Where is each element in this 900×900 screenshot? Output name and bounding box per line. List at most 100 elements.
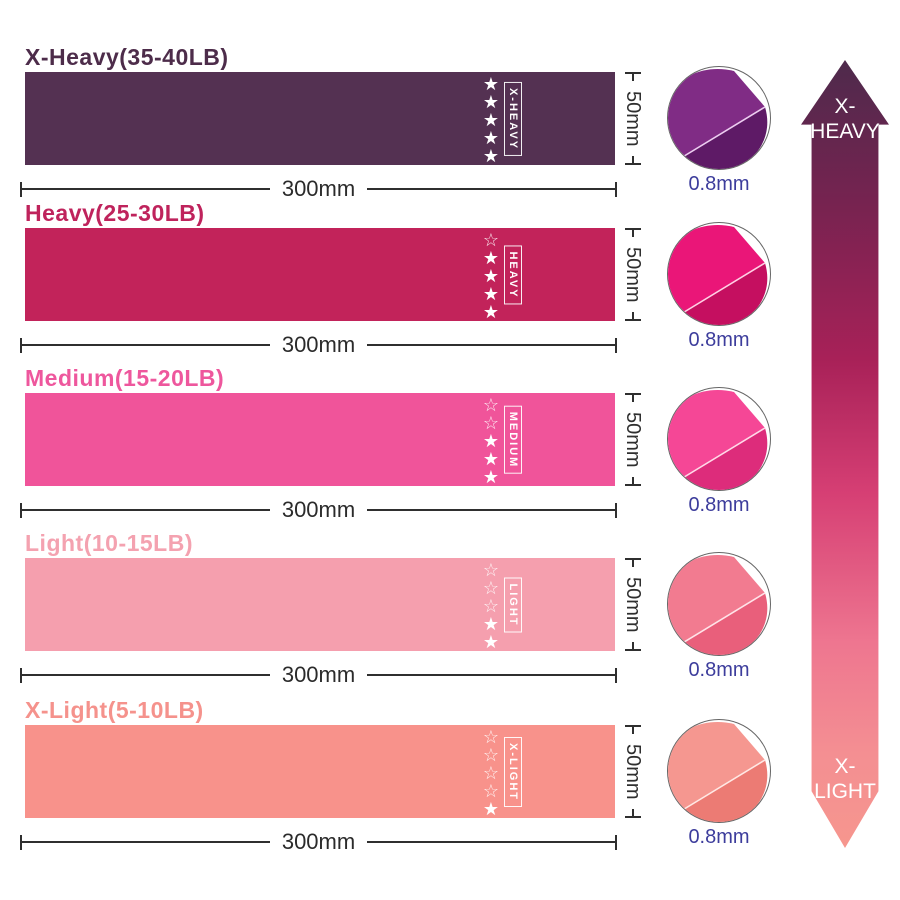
- fold-edge-line: [675, 427, 766, 483]
- band-title: Heavy(25-30LB): [25, 200, 205, 226]
- height-dimension-label: 50mm: [622, 246, 644, 303]
- thickness-label: 0.8mm: [688, 659, 750, 681]
- fold-top-flap: [668, 225, 765, 317]
- dimension-tick-left: [20, 834, 22, 850]
- fold-top-flap: [668, 555, 765, 647]
- band-title: Medium(15-20LB): [25, 365, 225, 391]
- band-section-x-heavy: X-Heavy(35-40LB) ★ ★ ★ ★ ★ X-HEAVY 50mm 300m…: [0, 44, 900, 209]
- band-name-tag: MEDIUM: [504, 405, 522, 474]
- height-dimension-label: 50mm: [622, 90, 644, 147]
- dimension-line: [367, 188, 616, 190]
- resistance-scale-arrow: X- HEAVY X- LIGHT: [801, 60, 889, 848]
- band-title: Light(10-15LB): [25, 530, 193, 556]
- dimension-tick-right: [615, 502, 618, 518]
- band-bar: ☆ ☆ ☆ ☆ ★ X-LIGHT: [25, 725, 615, 818]
- thickness-photo-circle: [666, 551, 772, 657]
- star-outline-icon: ☆: [482, 763, 500, 783]
- band-fold-illustration: [667, 387, 771, 491]
- band-fold-illustration: [667, 222, 771, 326]
- star-filled-icon: ★: [482, 110, 500, 130]
- fold-underside: [676, 593, 768, 655]
- band-bar: ☆ ☆ ☆ ★ ★ LIGHT: [25, 558, 615, 651]
- fold-underside: [676, 107, 768, 169]
- height-dimension: 50mm: [620, 725, 646, 818]
- height-dimension-label: 50mm: [622, 411, 644, 468]
- dimension-tick-right: [615, 667, 618, 683]
- dimension-tick-top: [625, 393, 641, 402]
- star-filled-icon: ★: [482, 92, 500, 112]
- star-filled-icon: ★: [482, 146, 500, 166]
- star-outline-icon: ☆: [482, 230, 500, 250]
- dimension-tick-top: [625, 72, 641, 81]
- star-outline-icon: ☆: [482, 578, 500, 598]
- star-filled-icon: ★: [482, 248, 500, 268]
- star-rating: ☆ ☆ ☆ ★ ★: [481, 561, 501, 651]
- dimension-tick-top: [625, 558, 641, 567]
- thickness-photo-circle: [666, 386, 772, 492]
- dimension-line: [22, 841, 270, 843]
- length-dimension-label: 300mm: [281, 497, 356, 522]
- dimension-line: [367, 841, 616, 843]
- fold-underside: [676, 263, 768, 325]
- dimension-tick-left: [20, 181, 22, 197]
- dimension-tick-right: [615, 181, 618, 197]
- star-filled-icon: ★: [482, 614, 500, 634]
- length-dimension: 300mm: [20, 497, 618, 522]
- dimension-line: [367, 344, 616, 346]
- dimension-line: [367, 674, 616, 676]
- band-name-tag: LIGHT: [504, 577, 522, 632]
- dimension-line: [22, 188, 270, 190]
- dimension-tick-left: [20, 337, 22, 353]
- star-outline-icon: ☆: [482, 727, 500, 747]
- band-fold-illustration: [667, 66, 771, 170]
- fold-top-flap: [668, 69, 765, 161]
- dimension-tick-bottom: [625, 808, 641, 818]
- thickness-photo-circle: [666, 65, 772, 171]
- length-dimension-label: 300mm: [281, 176, 356, 201]
- star-filled-icon: ★: [482, 799, 500, 819]
- band-title: X-Light(5-10LB): [25, 697, 204, 723]
- star-rating: ☆ ☆ ★ ★ ★: [481, 395, 501, 486]
- length-dimension: 300mm: [20, 830, 618, 854]
- dimension-tick-right: [615, 337, 618, 353]
- thickness-photo-circle: [666, 221, 772, 327]
- thickness-label: 0.8mm: [688, 826, 750, 848]
- height-dimension-label: 50mm: [622, 576, 644, 633]
- dimension-tick-bottom: [625, 155, 641, 165]
- dimension-tick-top: [625, 725, 641, 734]
- band-bar: ☆ ★ ★ ★ ★ HEAVY: [25, 228, 615, 321]
- dimension-tick-right: [615, 834, 618, 850]
- dimension-tick-top: [625, 228, 641, 237]
- star-filled-icon: ★: [482, 449, 500, 469]
- height-dimension: 50mm: [620, 228, 646, 321]
- dimension-tick-bottom: [625, 311, 641, 321]
- band-section-x-light: X-Light(5-10LB) ☆ ☆ ☆ ☆ ★ X-LIGHT 50mm 300mm…: [0, 697, 900, 862]
- scale-top-label-line1: X-: [834, 95, 856, 118]
- band-fold-illustration: [667, 719, 771, 823]
- band-bar: ☆ ☆ ★ ★ ★ MEDIUM: [25, 393, 615, 486]
- scale-bottom-label: X- LIGHT: [801, 754, 889, 804]
- length-dimension-label: 300mm: [281, 332, 356, 357]
- height-dimension: 50mm: [620, 72, 646, 165]
- star-outline-icon: ☆: [482, 745, 500, 765]
- height-dimension: 50mm: [620, 393, 646, 486]
- fold-edge-line: [675, 262, 766, 318]
- band-section-light: Light(10-15LB) ☆ ☆ ☆ ★ ★ LIGHT 50mm 300mm 0.…: [0, 530, 900, 695]
- length-dimension-label: 300mm: [281, 662, 356, 687]
- fold-edge-line: [675, 592, 766, 648]
- dimension-tick-bottom: [625, 476, 641, 486]
- star-outline-icon: ☆: [482, 413, 500, 433]
- dimension-tick-left: [20, 502, 22, 518]
- band-name-tag: X-LIGHT: [504, 736, 522, 807]
- star-rating: ☆ ☆ ☆ ☆ ★: [481, 727, 501, 819]
- length-dimension: 300mm: [20, 662, 618, 687]
- scale-bottom-label-line2: LIGHT: [814, 780, 876, 803]
- thickness-label: 0.8mm: [688, 329, 750, 351]
- band-section-medium: Medium(15-20LB) ☆ ☆ ★ ★ ★ MEDIUM 50mm 300mm …: [0, 365, 900, 530]
- dimension-line: [367, 509, 616, 511]
- band-bar: ★ ★ ★ ★ ★ X-HEAVY: [25, 72, 615, 165]
- height-dimension: 50mm: [620, 558, 646, 651]
- dimension-line: [22, 344, 270, 346]
- star-rating: ★ ★ ★ ★ ★: [481, 75, 501, 166]
- star-outline-icon: ☆: [482, 395, 500, 415]
